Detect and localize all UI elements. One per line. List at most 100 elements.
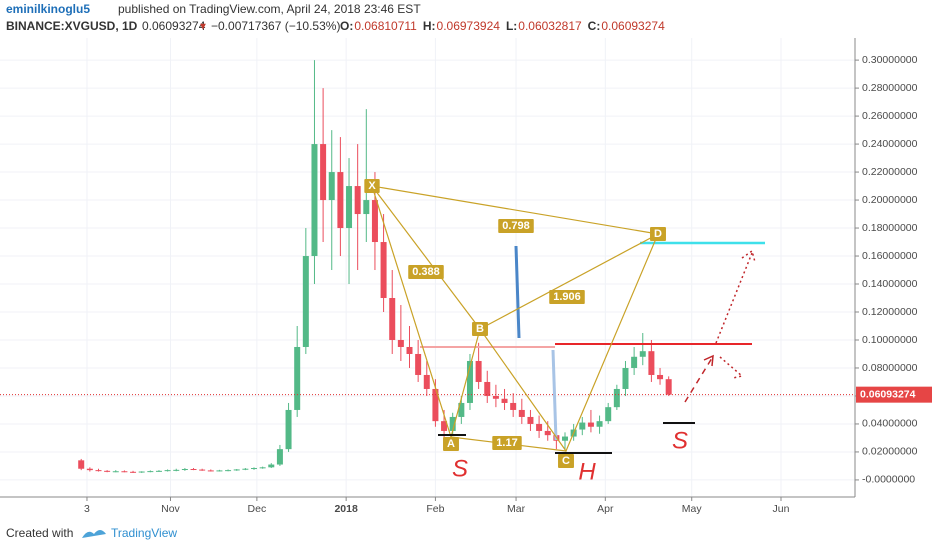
- x-tick-label: Apr: [597, 503, 614, 515]
- ohlc-label: H:: [423, 19, 436, 33]
- footer-text: Created with: [6, 526, 73, 540]
- pattern-label: C: [562, 455, 570, 467]
- y-tick-label: 0.26000000: [862, 110, 918, 122]
- candle-body: [510, 402, 517, 410]
- candle-body: [155, 470, 162, 472]
- candle-body: [475, 360, 482, 382]
- x-tick-label: Feb: [426, 503, 444, 515]
- candle-body: [415, 353, 422, 375]
- x-tick-label: 2018: [334, 503, 358, 515]
- candle-body: [406, 346, 413, 354]
- candle-body: [389, 298, 396, 340]
- y-tick-label: 0.20000000: [862, 194, 918, 206]
- ohlc-value: 0.06093274: [601, 19, 665, 33]
- candle-body: [449, 416, 456, 431]
- pattern-path: [371, 185, 659, 453]
- last-price-box: [856, 386, 932, 403]
- author: eminilkinoglu5: [6, 2, 90, 16]
- pattern-leg: [371, 185, 481, 330]
- logo: [82, 530, 106, 538]
- candle-body: [397, 339, 404, 347]
- pattern-letter: S: [452, 455, 468, 482]
- ohlc-value: 0.06810711: [354, 19, 417, 33]
- candle-body: [639, 351, 646, 357]
- symbol: BINANCE:XVGUSD, 1D: [6, 19, 138, 33]
- ohlc: O: 0.06810711 H: 0.06973924 L: 0.06032817 C: 0.…: [340, 19, 665, 33]
- candle-body: [259, 467, 266, 469]
- candle-body: [648, 351, 655, 375]
- pattern-label: 1.906: [553, 291, 581, 303]
- candle-body: [346, 186, 353, 229]
- candle-body: [147, 471, 154, 473]
- y-tick-label: -0.0000000: [862, 474, 915, 486]
- pattern-label-bg: [549, 290, 585, 304]
- price: 0.06093274: [142, 19, 206, 33]
- candle-body: [501, 398, 508, 403]
- candle-body: [441, 421, 448, 431]
- pattern-label: B: [476, 323, 484, 335]
- ohlc-label: O:: [340, 19, 353, 33]
- candle-body: [587, 422, 594, 427]
- pattern-label: 0.798: [502, 220, 530, 232]
- y-tick-label: 0.18000000: [862, 222, 918, 234]
- y-tick-label: 0.28000000: [862, 82, 918, 94]
- pattern-label-bg: [408, 265, 444, 279]
- candle-body: [242, 468, 249, 470]
- published: published on TradingView.com, April 24, …: [118, 2, 421, 16]
- candle-body: [276, 449, 283, 465]
- candle-body: [380, 242, 387, 299]
- candle-body: [164, 470, 171, 472]
- candle-body: [78, 460, 85, 469]
- arrowhead: [703, 354, 714, 367]
- ohlc-label: C:: [588, 19, 601, 33]
- drawings: [371, 185, 765, 454]
- projection: [719, 356, 744, 379]
- candle-body: [138, 471, 145, 473]
- y-tick-label: 0.02000000: [862, 446, 918, 458]
- last-price-label: 0.06093274: [860, 388, 916, 400]
- candle-body: [423, 374, 430, 389]
- pattern-label-bg: [492, 436, 522, 450]
- y-tick-label: 0.16000000: [862, 250, 918, 262]
- candle-body: [268, 464, 275, 468]
- x-tick-label: Dec: [248, 503, 267, 515]
- pattern-leg: [479, 233, 659, 330]
- candle-body: [544, 430, 551, 436]
- candle-body: [311, 144, 318, 257]
- pattern-label: X: [368, 180, 376, 192]
- candle-body: [328, 172, 335, 201]
- candle-body: [121, 471, 128, 473]
- pattern-label-bg: [443, 437, 459, 451]
- candle-body: [173, 469, 180, 471]
- pattern-letter: S: [672, 427, 688, 454]
- pattern-label-bg: [498, 219, 534, 233]
- ohlc-label: L:: [506, 19, 517, 33]
- pattern-labels: X A B C D 0.798 0.388 1.906 1.17 S H S: [364, 179, 688, 485]
- y-tick-label: 0.14000000: [862, 278, 918, 290]
- footer-brand[interactable]: TradingView: [111, 526, 177, 540]
- candle-body: [285, 409, 292, 450]
- candle-body: [95, 470, 102, 472]
- candle-body: [596, 421, 603, 427]
- x-tick-label: Nov: [161, 503, 180, 515]
- y-tick-label: 0.12000000: [862, 306, 918, 318]
- candle-body: [518, 409, 525, 417]
- candle-body: [112, 471, 119, 473]
- candle-body: [492, 395, 499, 399]
- measure-line: [551, 349, 558, 441]
- pattern-label: 0.388: [412, 266, 440, 278]
- change: −0.00717367 (−10.53%): [211, 19, 340, 33]
- candle-body: [527, 416, 534, 424]
- x-tick-label: Jun: [773, 503, 790, 515]
- y-tick-label: 0.22000000: [862, 166, 918, 178]
- pattern-label: 1.17: [496, 437, 517, 449]
- candle-body: [199, 469, 206, 471]
- ohlc-value: 0.06032817: [518, 19, 582, 33]
- pattern-label-bg: [558, 454, 574, 468]
- candle-body: [613, 388, 620, 408]
- projection: [715, 252, 753, 344]
- candle-body: [233, 469, 240, 471]
- pattern-label-bg: [472, 322, 488, 336]
- candle-body: [216, 470, 223, 472]
- candles: [0, 60, 855, 473]
